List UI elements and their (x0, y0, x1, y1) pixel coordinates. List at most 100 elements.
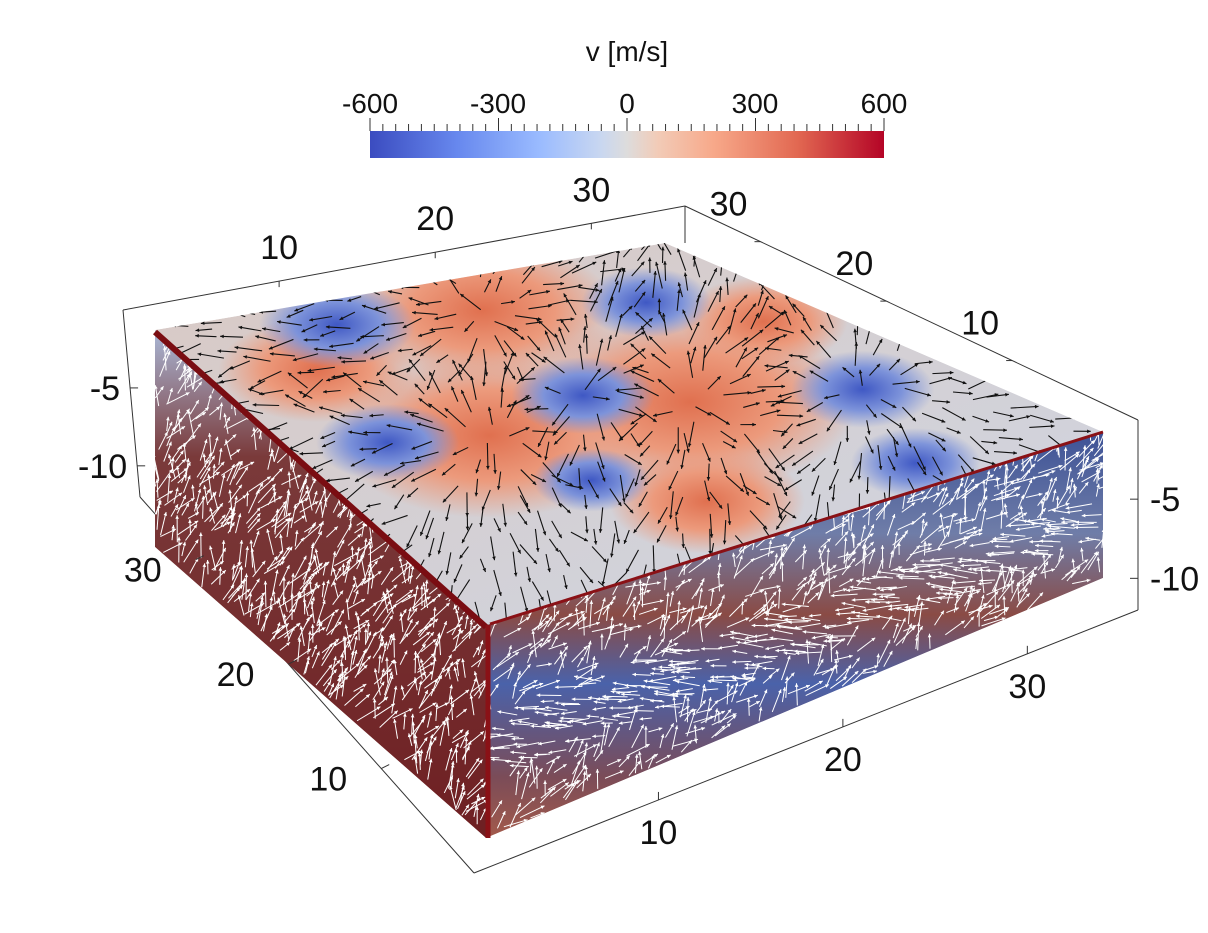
side-arrow (473, 793, 480, 817)
side-arrow-head (479, 731, 484, 736)
side-arrow-head (564, 782, 569, 787)
top-arrow-head (615, 280, 619, 285)
side-arrow-head (670, 591, 675, 595)
side-arrow-head (681, 615, 686, 620)
side-arrow-head (321, 581, 326, 586)
side-arrow-head (938, 596, 942, 600)
side-arrow-head (1013, 564, 1018, 569)
side-arrow-head (573, 675, 578, 679)
top-arrow (509, 532, 522, 554)
top-arrow-head (984, 450, 989, 454)
top-arrow (695, 280, 707, 303)
side-arrow-head (410, 565, 415, 570)
top-arrow-head (643, 481, 648, 486)
top-arrow (493, 569, 502, 597)
side-arrow-head (202, 563, 207, 568)
side-arrow-head (702, 684, 706, 688)
top-arrow-head (387, 371, 392, 375)
side-arrow-head (372, 698, 377, 703)
side-arrow-head (801, 616, 805, 621)
top-arrow-head (831, 497, 836, 502)
side-arrow-head (639, 696, 644, 701)
side-arrow-head (675, 680, 680, 684)
side-arrow-head (634, 754, 639, 758)
side-arrow-head (373, 668, 378, 673)
side-arrow-head (555, 622, 560, 627)
side-arrow (521, 772, 530, 800)
top-arrow (416, 422, 444, 432)
side-arrow-head (310, 624, 315, 628)
top-arrow-head (532, 481, 537, 485)
side-arrow-head (352, 583, 356, 588)
side-arrow (841, 670, 859, 687)
side-arrow-head (182, 495, 186, 500)
top-arrow-head (359, 447, 364, 452)
side-arrow (782, 537, 796, 557)
top-arrow-head (942, 447, 946, 452)
side-arrow-head (1111, 457, 1115, 460)
top-arrow-head (197, 352, 202, 357)
side-arrow-head (536, 693, 541, 698)
top-arrow-head (692, 346, 697, 351)
top-arrow-head (901, 329, 905, 334)
side-arrow-head (1031, 463, 1036, 468)
side-arrow-head (718, 645, 723, 650)
top-arrow-head (558, 327, 562, 332)
side-arrow-head (416, 750, 421, 755)
side-arrow-head (707, 679, 712, 683)
top-arrow-head (601, 465, 605, 470)
side-arrow-head (169, 388, 173, 392)
top-arrow (618, 408, 643, 417)
top-arrow-head (829, 485, 833, 490)
side-arrow (676, 600, 680, 625)
side-arrow-head (744, 666, 749, 670)
side-arrow-head (805, 684, 810, 689)
side-arrow-head (1066, 485, 1070, 490)
top-arrow (269, 353, 295, 357)
side-arrow-head (432, 606, 437, 611)
side-arrow-head (302, 598, 307, 603)
side-arrow (828, 566, 831, 594)
side-arrow-head (502, 811, 506, 816)
side-arrow-head (1023, 512, 1028, 517)
top-arrow-head (589, 579, 594, 584)
side-arrow-head (979, 567, 984, 571)
side-arrow-head (753, 639, 758, 643)
side-arrow-head (517, 719, 522, 724)
side-arrow-head (366, 622, 371, 627)
side-arrow-head (773, 603, 778, 608)
side-arrow (954, 588, 982, 595)
side-arrow (281, 474, 302, 486)
warm-region (608, 448, 805, 554)
side-arrow (729, 598, 748, 618)
side-arrow-head (455, 660, 459, 665)
side-arrow (1098, 467, 1103, 480)
top-arrow-head (402, 324, 407, 328)
side-arrow-head (1060, 554, 1064, 559)
side-arrow-head (1082, 445, 1087, 450)
side-arrow-head (459, 630, 464, 634)
side-arrow-head (413, 734, 418, 739)
top-arrow-head (560, 319, 565, 324)
side-arrow (245, 573, 248, 601)
top-arrow-head (554, 440, 558, 445)
side-arrow-head (781, 648, 786, 653)
top-arrow (735, 347, 748, 368)
side-arrow-head (432, 639, 437, 643)
side-arrow-head (197, 488, 202, 493)
side-arrow (895, 626, 916, 646)
side-arrow-head (526, 664, 531, 668)
side-arrow (218, 473, 225, 497)
top-arrow (563, 293, 577, 316)
top-arrow-head (797, 470, 802, 474)
side-arrow-head (1047, 524, 1052, 529)
side-arrow-head (1065, 502, 1070, 507)
colorbar-tick-label: -600 (341, 88, 399, 119)
side-arrow-head (675, 689, 680, 693)
side-arrow-head (701, 726, 706, 731)
side-arrow (155, 453, 160, 480)
top-arrow-head (412, 351, 417, 356)
side-arrow-head (461, 786, 465, 791)
top-arrow (556, 453, 569, 478)
